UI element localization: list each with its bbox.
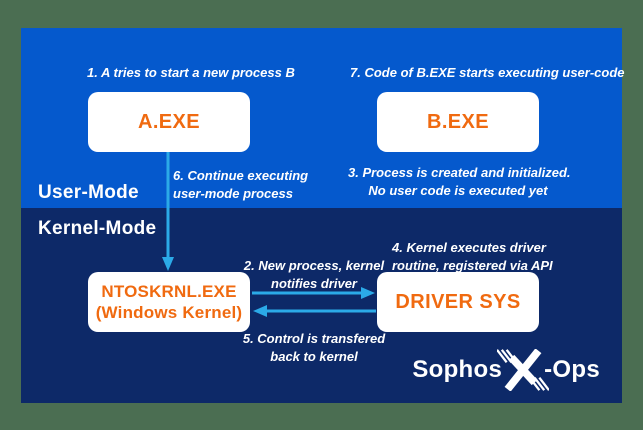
sophos-wordmark: Sophos <box>412 356 503 383</box>
step-4-line-1: 4. Kernel executes driver <box>392 240 546 255</box>
step-2-line-1: 2. New process, kernel <box>243 258 385 273</box>
kernel-mode-label: Kernel-Mode <box>38 218 157 239</box>
process-flow-card: User-Mode Kernel-Mode 1. A tries to star… <box>21 28 625 403</box>
step-4-line-2: routine, registered via API <box>392 258 553 273</box>
b-exe-label: B.EXE <box>426 110 490 133</box>
step-3-annotation: 3. Process is created and initialized. N… <box>348 164 571 200</box>
step-3-line-1: 3. Process is created and initialized. <box>348 165 571 180</box>
step-1-annotation: 1. A tries to start a new process B <box>87 65 295 80</box>
ntoskrnl-label-line-2: (Windows Kernel) <box>95 303 243 322</box>
ops-wordmark: -Ops <box>544 356 600 383</box>
step-6-line-1: 6. Continue executing <box>173 168 309 183</box>
driver-sys-box: DRIVER SYS <box>377 272 539 332</box>
step-3-line-2: No user code is executed yet <box>368 183 548 198</box>
step-2-annotation: 2. New process, kernel notifies driver <box>214 257 414 293</box>
step-7-annotation: 7. Code of B.EXE starts executing user-c… <box>350 65 625 80</box>
sophos-x-ops-logo: Sophos -Ops <box>412 349 600 391</box>
ntoskrnl-label-line-1: NTOSKRNL.EXE <box>101 282 237 301</box>
user-mode-label: User-Mode <box>38 182 139 203</box>
a-exe-box: A.EXE <box>88 92 250 152</box>
arrow-driver-to-ntoskrnl-icon <box>253 305 376 317</box>
step-2-line-2: notifies driver <box>271 276 357 291</box>
step-5-annotation: 5. Control is transfered back to kernel <box>214 330 414 366</box>
x-glyph-icon <box>497 349 550 391</box>
step-5-line-2: back to kernel <box>270 349 358 364</box>
step-4-annotation: 4. Kernel executes driver routine, regis… <box>392 239 553 275</box>
arrow-a-to-ntoskrnl-icon <box>162 152 174 271</box>
step-5-line-1: 5. Control is transfered <box>242 331 386 346</box>
step-6-line-2: user-mode process <box>173 186 293 201</box>
step-6-annotation: 6. Continue executing user-mode process <box>173 167 308 203</box>
arrow-ntoskrnl-to-driver-icon <box>252 287 375 299</box>
a-exe-label: A.EXE <box>137 110 201 133</box>
ntoskrnl-box: NTOSKRNL.EXE (Windows Kernel) <box>88 272 250 332</box>
driver-sys-label: DRIVER SYS <box>395 290 521 313</box>
b-exe-box: B.EXE <box>377 92 539 152</box>
